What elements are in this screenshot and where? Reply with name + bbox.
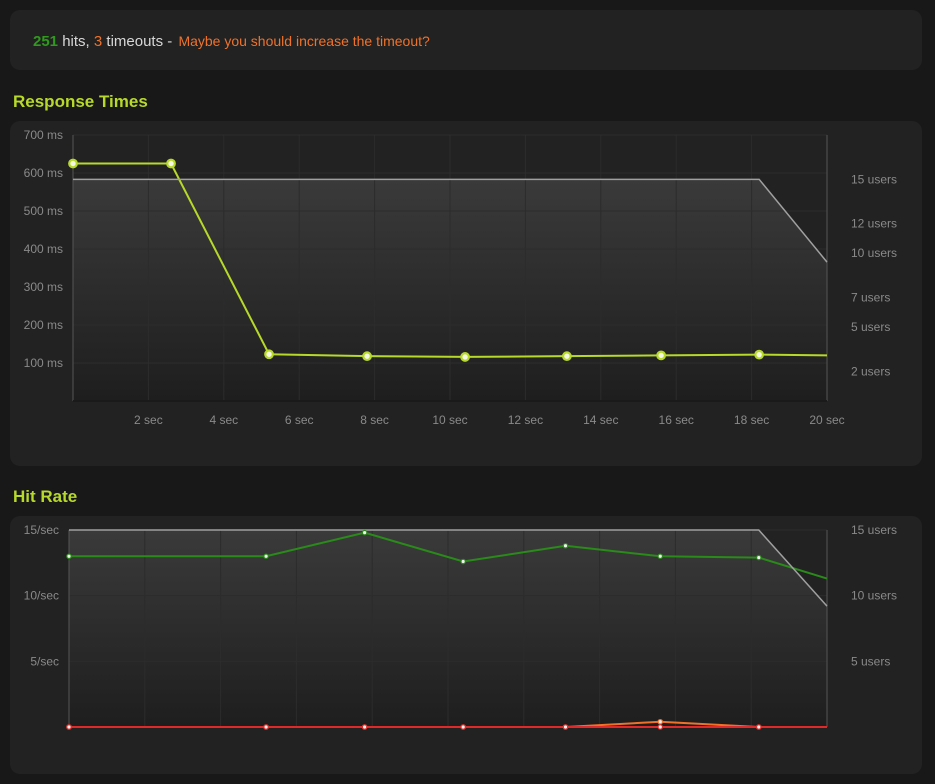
series-line [69, 531, 828, 580]
y2-tick-label: 5 users [851, 320, 890, 334]
data-point [264, 349, 274, 360]
summary-panel: 251 hits, 3 timeouts - Maybe you should … [10, 10, 922, 70]
x-tick-label: 2 sec [134, 413, 163, 427]
y-tick-label: 15/sec [24, 523, 59, 537]
y-tick-label: 700 ms [24, 128, 63, 142]
data-point [66, 553, 72, 560]
data-point [460, 724, 466, 730]
x-tick-label: 12 sec [508, 413, 543, 427]
data-point [656, 350, 667, 361]
timeouts-count: 3 [93, 33, 103, 50]
response-times-title: Response Times [13, 92, 148, 111]
x-tick-label: 14 sec [583, 413, 618, 427]
data-point [561, 351, 572, 362]
summary-text: 251 hits, 3 timeouts - Maybe you should … [33, 33, 430, 50]
data-point [755, 724, 762, 730]
data-point [755, 554, 762, 561]
y-tick-label: 100 ms [24, 356, 63, 370]
x-tick-label: 4 sec [209, 413, 238, 427]
x-tick-label: 10 sec [432, 413, 467, 427]
users-line [69, 529, 828, 607]
y2-tick-label: 12 users [851, 217, 897, 231]
data-point [66, 724, 72, 730]
data-point [657, 718, 664, 725]
y-tick-label: 200 ms [24, 318, 63, 332]
y2-tick-label: 7 users [851, 291, 890, 305]
response-times-panel: 700 ms 600 ms 500 ms 400 ms 300 ms 200 ms 100 … [10, 121, 922, 466]
y2-tick-label: 15 users [851, 172, 897, 186]
y2-tick-label: 10 users [851, 589, 897, 603]
data-point [460, 558, 466, 565]
data-point [166, 158, 176, 169]
y-tick-label: 10/sec [24, 589, 59, 603]
data-point [263, 724, 269, 730]
data-point [754, 349, 765, 360]
x-tick-label: 16 sec [659, 413, 694, 427]
y-tick-label: 600 ms [24, 166, 63, 180]
data-point [362, 351, 372, 362]
y2-tick-label: 15 users [851, 523, 897, 537]
data-point [657, 724, 664, 730]
y-tick-label: 300 ms [24, 280, 63, 294]
data-point [460, 352, 470, 362]
hit-rate-title: Hit Rate [13, 487, 78, 506]
response-times-chart: 700 ms 600 ms 500 ms 400 ms 300 ms 200 ms 100 … [24, 128, 897, 427]
y2-tick-label: 2 users [851, 364, 890, 378]
y-tick-label: 500 ms [24, 204, 63, 218]
y2-tick-label: 10 users [851, 246, 897, 260]
y-tick-label: 5/sec [30, 654, 59, 668]
x-tick-label: 6 sec [285, 413, 314, 427]
data-point [562, 542, 569, 549]
timeout-advice: Maybe you should increase the timeout? [178, 33, 430, 49]
data-point [657, 553, 664, 560]
timeouts-label: timeouts - [106, 33, 173, 50]
hits-label: hits, [62, 33, 90, 50]
x-tick-label: 8 sec [360, 413, 389, 427]
y2-tick-label: 5 users [851, 654, 890, 668]
hits-count: 251 [33, 33, 59, 50]
x-tick-label: 18 sec [734, 413, 769, 427]
data-point [361, 724, 368, 730]
hit-rate-panel: 15/sec 10/sec 5/sec 15 users 10 users 5 users [10, 516, 922, 774]
data-point [562, 724, 569, 730]
y-tick-label: 400 ms [24, 242, 63, 256]
x-tick-label: 20 sec [809, 413, 844, 427]
users-line [73, 178, 828, 263]
data-point [68, 158, 78, 169]
data-point [263, 553, 269, 560]
data-point [361, 529, 368, 536]
hit-rate-chart: 15/sec 10/sec 5/sec 15 users 10 users 5 users [24, 523, 897, 730]
